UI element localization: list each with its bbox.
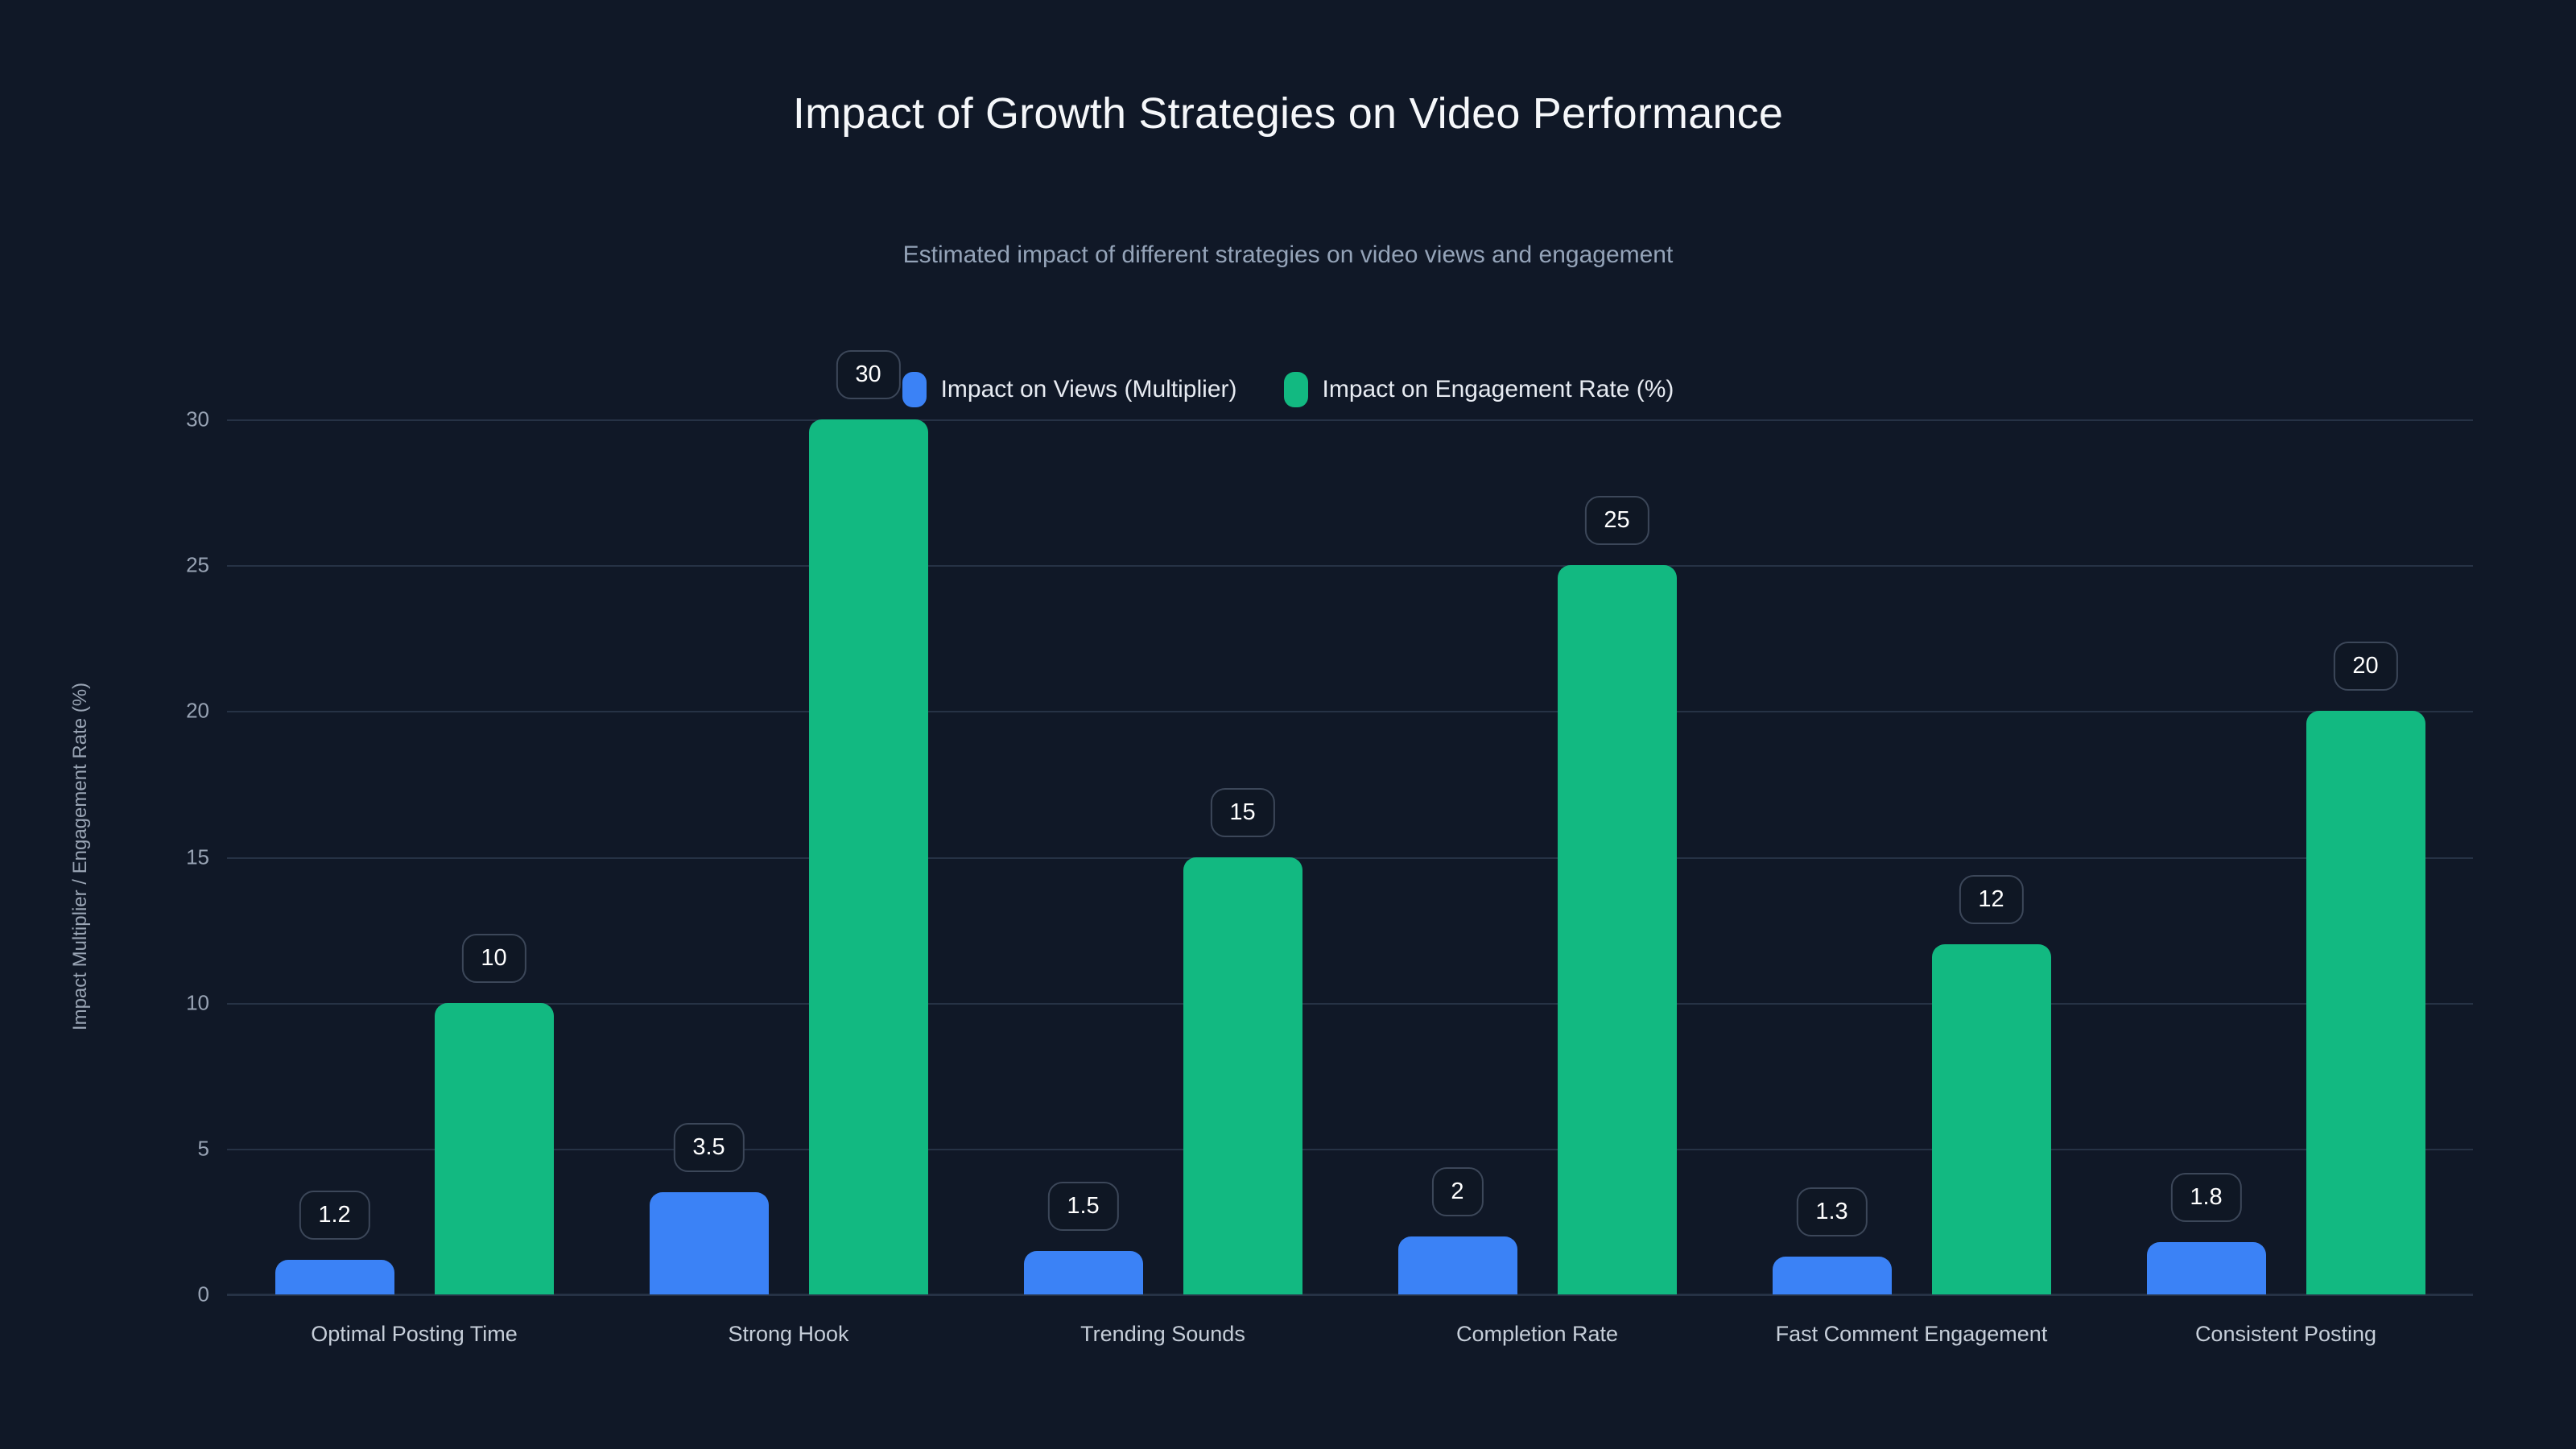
data-label-views-1: 3.5: [673, 1123, 745, 1173]
gridline: [227, 857, 2473, 859]
y-axis-title: Impact Multiplier / Engagement Rate (%): [69, 682, 91, 1031]
bar-engagement-0[interactable]: [434, 1002, 554, 1294]
y-axis-tick: 15: [186, 844, 209, 869]
chart-subtitle: Estimated impact of different strategies…: [902, 242, 1674, 268]
legend-swatch-icon: [1283, 372, 1308, 407]
gridline: [227, 565, 2473, 568]
bar-views-0[interactable]: [275, 1259, 394, 1294]
data-label-views-4: 1.3: [1796, 1187, 1868, 1236]
legend-swatch-icon: [902, 372, 927, 407]
bar-views-1[interactable]: [649, 1192, 769, 1294]
data-label-views-5: 1.8: [2170, 1172, 2242, 1222]
data-label-engagement-4: 12: [1959, 875, 2024, 925]
data-label-views-3: 2: [1431, 1166, 1484, 1216]
y-axis-tick: 20: [186, 698, 209, 723]
data-label-engagement-5: 20: [2333, 642, 2398, 691]
legend-label: Impact on Views (Multiplier): [940, 376, 1237, 402]
x-axis-tick-1: Strong Hook: [728, 1322, 849, 1346]
y-axis-tick: 25: [186, 552, 209, 577]
bar-engagement-3[interactable]: [1557, 565, 1677, 1294]
gridline: [227, 711, 2473, 713]
x-axis-tick-4: Fast Comment Engagement: [1775, 1322, 2048, 1346]
legend-item-1[interactable]: Impact on Engagement Rate (%): [1283, 372, 1674, 407]
y-axis-tick: 5: [197, 1136, 209, 1161]
gridline: [227, 1148, 2473, 1150]
plot-area: [227, 419, 2473, 1296]
bar-views-3[interactable]: [1397, 1236, 1517, 1294]
x-axis-tick-3: Completion Rate: [1455, 1322, 1619, 1346]
chart-legend: Impact on Views (Multiplier) Impact on En…: [0, 372, 2576, 407]
data-label-views-0: 1.2: [299, 1190, 370, 1240]
y-axis-tick: 10: [186, 990, 209, 1015]
x-axis-tick-5: Consistent Posting: [2194, 1322, 2377, 1346]
bar-engagement-2[interactable]: [1183, 857, 1302, 1294]
data-label-engagement-2: 15: [1210, 787, 1275, 837]
bar-views-2[interactable]: [1023, 1250, 1143, 1294]
bar-views-4[interactable]: [1772, 1256, 1892, 1294]
bar-views-5[interactable]: [2146, 1241, 2266, 1294]
data-label-engagement-1: 30: [836, 350, 901, 399]
legend-item-0[interactable]: Impact on Views (Multiplier): [902, 372, 1237, 407]
data-label-engagement-3: 25: [1584, 496, 1649, 546]
x-axis-tick-2: Trending Sounds: [1080, 1322, 1245, 1346]
gridline: [227, 419, 2473, 421]
page-title: Impact of Growth Strategies on Video Per…: [792, 89, 1784, 138]
y-axis-tick: 30: [186, 407, 209, 431]
bar-engagement-5[interactable]: [2306, 711, 2425, 1294]
legend-label: Impact on Engagement Rate (%): [1322, 376, 1674, 402]
bar-engagement-1[interactable]: [808, 419, 928, 1294]
y-axis-tick: 0: [197, 1282, 209, 1307]
data-label-views-2: 1.5: [1047, 1181, 1119, 1231]
gridline: [227, 1002, 2473, 1005]
bar-engagement-4[interactable]: [1931, 944, 2051, 1294]
data-label-engagement-0: 10: [461, 933, 526, 983]
x-axis-tick-0: Optimal Posting Time: [311, 1322, 518, 1346]
x-axis-line: [227, 1294, 2473, 1296]
